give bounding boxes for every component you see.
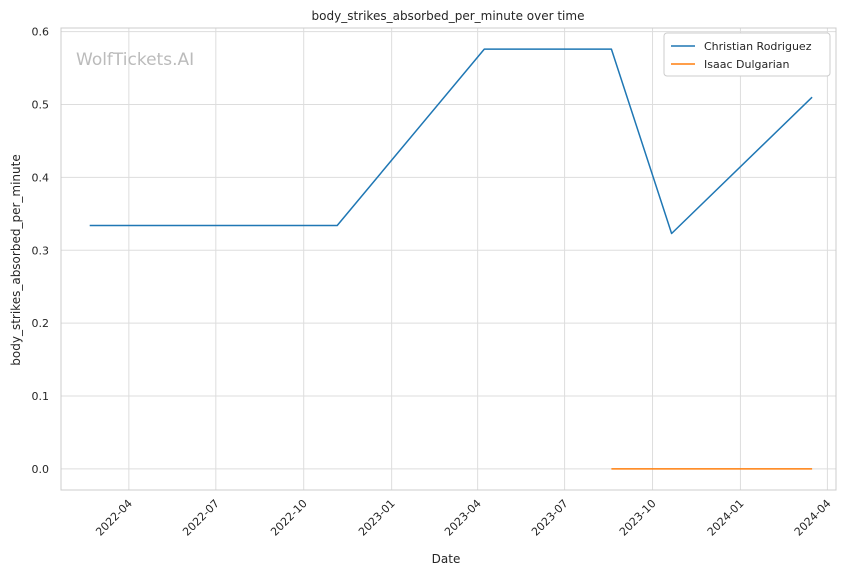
y-tick-label: 0.0 [32,463,50,476]
y-tick-label: 0.1 [32,390,50,403]
y-axis-label: body_strikes_absorbed_per_minute [9,154,23,365]
x-axis-label: Date [432,552,461,566]
plot-frame [60,27,837,491]
series-line-0 [89,48,813,235]
chart-title: body_strikes_absorbed_per_minute over ti… [312,9,585,23]
legend-label-1: Isaac Dulgarian [704,58,790,71]
legend: Christian Rodriguez Isaac Dulgarian [663,32,831,77]
y-tick-label: 0.6 [32,26,50,39]
y-tick-label: 0.5 [32,99,50,112]
y-tick-label: 0.2 [32,317,50,330]
legend-box [663,32,831,77]
y-tick-label: 0.3 [32,244,50,257]
watermark: WolfTickets.AI [76,50,194,70]
series-lines [89,48,813,470]
legend-label-0: Christian Rodriguez [704,40,812,53]
y-tick-labels: 0.0 0.1 0.2 0.3 0.4 0.5 0.6 [32,26,50,476]
y-tick-label: 0.4 [32,171,50,184]
